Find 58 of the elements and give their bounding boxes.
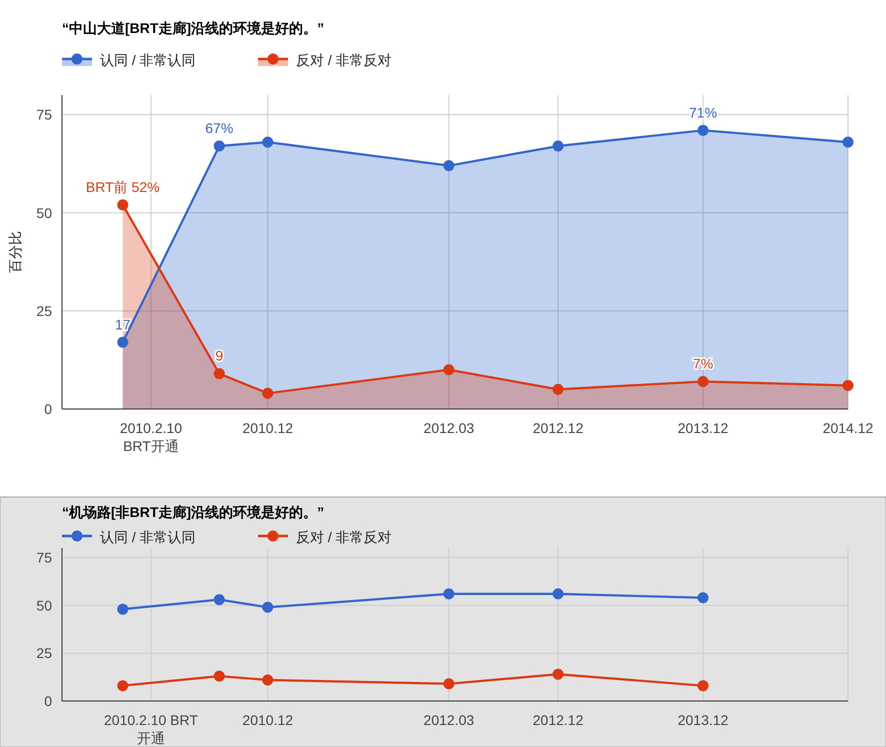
point bbox=[443, 678, 454, 690]
y-tick-label: 75 bbox=[36, 550, 52, 566]
point bbox=[214, 368, 225, 380]
y-tick-label: 25 bbox=[36, 645, 52, 662]
y-tick-label: 75 bbox=[36, 106, 52, 123]
point bbox=[262, 388, 274, 399]
chart-title: “机场路[非BRT走廊]沿线的环境是好的。” bbox=[62, 504, 324, 520]
point bbox=[698, 592, 709, 604]
data-label: 7% bbox=[692, 356, 714, 372]
legend-label: 认同 / 非常认同 bbox=[100, 52, 196, 68]
x-tick-label: 2012.03 bbox=[424, 712, 474, 728]
data-label: 67% bbox=[205, 120, 234, 136]
x-tick-label: 2014.12 bbox=[822, 420, 874, 436]
point bbox=[262, 674, 274, 686]
point bbox=[698, 124, 709, 136]
data-label: 71% bbox=[689, 104, 718, 120]
x-tick-label: 2010.12 bbox=[242, 712, 294, 728]
x-tick-label: 2010.2.10 BRT 开通 bbox=[104, 712, 198, 746]
point bbox=[117, 604, 128, 615]
x-tick-label: 2010.2.10 BRT开通 bbox=[120, 420, 182, 454]
chart-title: “中山大道[BRT走廊]沿线的环境是好的。” bbox=[62, 20, 324, 36]
point bbox=[214, 140, 225, 152]
point bbox=[552, 668, 564, 680]
point bbox=[214, 670, 225, 682]
x-tick-label: 2013.12 bbox=[678, 420, 729, 436]
legend-label: 认同 / 非常认同 bbox=[100, 529, 196, 545]
data-label: 9 bbox=[215, 348, 224, 364]
x-tick-label: 2010.12 bbox=[242, 420, 294, 436]
y-tick-label: 25 bbox=[36, 302, 52, 319]
point bbox=[117, 199, 128, 210]
x-tick-label: 2013.12 bbox=[678, 712, 729, 728]
x-tick-label: 2012.12 bbox=[532, 712, 584, 728]
y-tick-label: 50 bbox=[36, 204, 52, 221]
x-tick-label: 2012.03 bbox=[424, 420, 474, 436]
point bbox=[443, 160, 454, 172]
x-tick-label: 2012.12 bbox=[532, 420, 584, 436]
point bbox=[443, 588, 454, 600]
point bbox=[698, 376, 709, 388]
point bbox=[698, 680, 709, 692]
point bbox=[842, 380, 854, 391]
point bbox=[443, 364, 454, 376]
point bbox=[842, 136, 854, 148]
point bbox=[117, 680, 128, 692]
data-label: 17 bbox=[114, 316, 131, 332]
point bbox=[552, 140, 564, 152]
y-tick-label: 0 bbox=[44, 693, 52, 709]
data-label: BRT前 52% bbox=[86, 178, 160, 195]
y-tick-label: 50 bbox=[36, 597, 52, 614]
point bbox=[214, 594, 225, 606]
point bbox=[262, 136, 274, 148]
point bbox=[552, 384, 564, 395]
point bbox=[117, 336, 128, 348]
y-tick-label: 0 bbox=[44, 401, 52, 417]
legend-label: 反对 / 非常反对 bbox=[296, 52, 392, 68]
legend-label: 反对 / 非常反对 bbox=[296, 529, 392, 545]
point bbox=[552, 588, 564, 600]
point bbox=[262, 602, 274, 613]
y-axis-title: 百分比 bbox=[7, 231, 23, 273]
